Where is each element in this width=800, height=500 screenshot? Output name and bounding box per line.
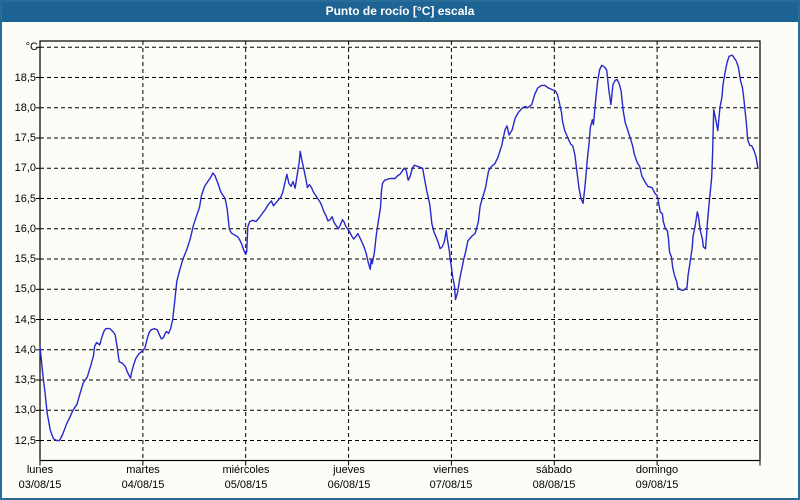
plot-frame [39,40,761,462]
title-bar: Punto de rocío [°C] escala [0,0,800,22]
dewpoint-line [39,54,759,442]
window-title: Punto de rocío [°C] escala [325,4,475,18]
